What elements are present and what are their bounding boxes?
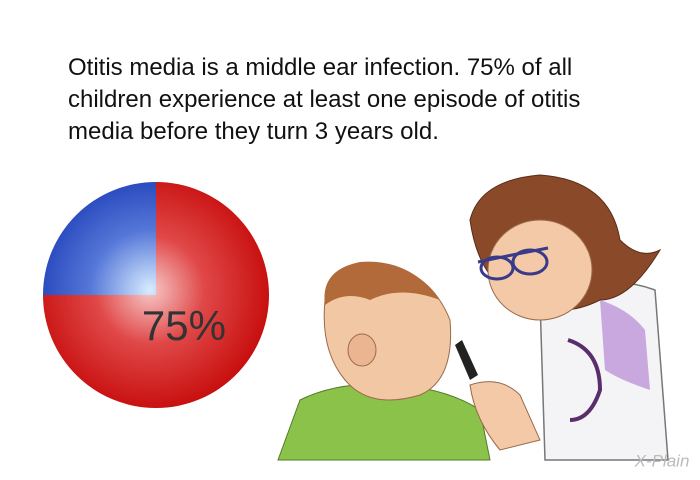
chart-title: Otitis media is a middle ear infection. …: [68, 54, 581, 145]
illustration: [277, 174, 669, 461]
value-label: 75%: [142, 302, 226, 349]
watermark: X-Plain: [634, 451, 690, 470]
pie-slice: [43, 182, 156, 295]
